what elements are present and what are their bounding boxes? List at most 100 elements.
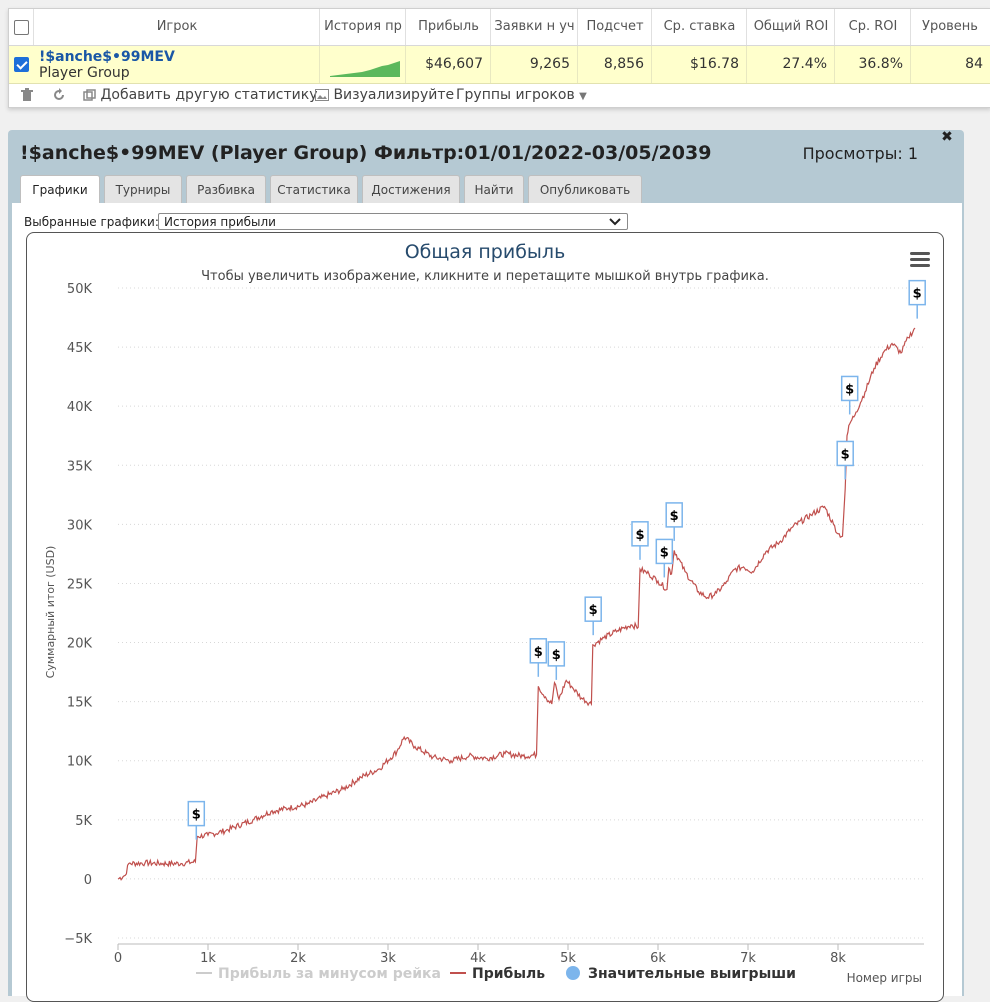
col-header-count[interactable]: Подсчет xyxy=(577,9,652,45)
cell-entries: 9,265 xyxy=(490,46,577,83)
x-tick-label: 2k xyxy=(290,951,306,966)
big-win-marker[interactable]: $ xyxy=(836,440,854,480)
x-tick-label: 7k xyxy=(740,951,756,966)
tab-achievements[interactable]: Достижения xyxy=(362,175,460,204)
x-tick-label: 1k xyxy=(200,951,216,966)
col-header-history[interactable]: История пр xyxy=(319,9,406,45)
y-axis-label: Суммарный итог (USD) xyxy=(44,546,57,679)
refresh-icon[interactable] xyxy=(52,83,66,107)
y-tick-label: 35K xyxy=(67,459,93,474)
history-sparkline xyxy=(319,46,405,83)
big-win-marker[interactable]: $ xyxy=(665,502,683,541)
y-tick-label: 5K xyxy=(75,814,92,829)
player-group-label: Player Group xyxy=(39,65,130,81)
col-header-avg-stake[interactable]: Ср. ставка xyxy=(651,9,747,45)
y-tick-label: 15K xyxy=(67,696,93,711)
profit-chart[interactable]: Общая прибыль Чтобы увеличить изображение… xyxy=(26,232,944,1002)
y-tick-label: 0 xyxy=(84,873,92,888)
marker-label: $ xyxy=(192,808,201,823)
col-header-entries[interactable]: Заявки н уч xyxy=(490,9,578,45)
chart-select-value: История прибыли xyxy=(164,215,276,229)
copy-icon xyxy=(83,88,96,101)
grid-header: Игрок История пр Прибыль Заявки н уч Под… xyxy=(9,9,990,46)
marker-label: $ xyxy=(589,603,598,618)
tab-charts[interactable]: Графики xyxy=(20,175,100,206)
big-win-marker[interactable]: $ xyxy=(655,538,674,578)
y-tick-label: 10K xyxy=(67,755,93,770)
marker-label: $ xyxy=(635,528,644,543)
grid-toolbar: Добавить другую статистику Визуализируйт… xyxy=(9,83,990,107)
panel-title: !$anche$•99MEV (Player Group) Фильтр:01/… xyxy=(20,142,712,164)
marker-label: $ xyxy=(552,648,561,663)
player-groups-dropdown[interactable]: Группы игроков ▼ xyxy=(456,83,587,107)
tab-tournaments[interactable]: Турниры xyxy=(104,175,182,204)
chart-select[interactable]: История прибыли xyxy=(158,213,628,230)
tab-breakdown[interactable]: Разбивка xyxy=(186,175,266,204)
player-panel: !$anche$•99MEV (Player Group) Фильтр:01/… xyxy=(8,130,964,1002)
col-header-player[interactable]: Игрок xyxy=(33,9,320,45)
panel-body: Выбранные графики: История прибыли Общая… xyxy=(12,203,962,1002)
x-tick-label: 4k xyxy=(470,951,486,966)
cell-profit: $46,607 xyxy=(405,46,490,83)
y-tick-label: 25K xyxy=(67,577,93,592)
legend-big-wins-label: Значительные выигрыши xyxy=(588,966,796,982)
chart-container: Общая прибыль Чтобы увеличить изображение… xyxy=(26,232,944,1002)
player-groups-label: Группы игроков xyxy=(456,87,575,103)
cell-avg-stake: $16.78 xyxy=(651,46,746,83)
select-all-checkbox[interactable] xyxy=(14,20,29,35)
cell-total-roi: 27.4% xyxy=(746,46,834,83)
y-tick-label: 30K xyxy=(67,518,93,533)
player-name-link[interactable]: !$anche$•99MEV xyxy=(39,49,175,65)
cell-count: 8,856 xyxy=(577,46,651,83)
menu-icon[interactable] xyxy=(910,252,930,267)
table-row[interactable]: !$anche$•99MEV Player Group $46,607 9,26… xyxy=(9,46,990,84)
tab-publish[interactable]: Опубликовать xyxy=(528,175,642,204)
marker-label: $ xyxy=(845,382,854,397)
cell-avg-roi: 36.8% xyxy=(834,46,910,83)
col-header-total-roi[interactable]: Общий ROI xyxy=(746,9,835,45)
marker-label: $ xyxy=(841,447,850,462)
big-win-marker[interactable]: $ xyxy=(547,641,566,680)
tab-search[interactable]: Найти xyxy=(464,175,524,204)
x-tick-label: 3k xyxy=(380,951,396,966)
big-win-marker[interactable]: $ xyxy=(529,638,548,677)
big-win-marker[interactable]: $ xyxy=(631,521,649,560)
add-stat-label: Добавить другую статистику xyxy=(100,87,318,103)
big-win-marker[interactable]: $ xyxy=(187,800,206,840)
tab-statistics[interactable]: Статистика xyxy=(270,175,358,204)
big-win-marker[interactable]: $ xyxy=(584,596,602,636)
legend-profit-label: Прибыль xyxy=(472,966,545,982)
marker-label: $ xyxy=(913,287,922,302)
x-tick-label: 0 xyxy=(114,951,122,966)
chart-subtitle: Чтобы увеличить изображение, кликните и … xyxy=(201,269,769,284)
x-axis-label: Номер игры xyxy=(847,971,922,985)
row-checkbox[interactable] xyxy=(14,57,29,72)
visualize-label: Визуализируйте xyxy=(333,87,455,103)
close-icon[interactable]: ✖ xyxy=(941,129,953,145)
y-tick-label: 45K xyxy=(67,341,93,356)
y-tick-label: 50K xyxy=(67,282,93,297)
legend-net-rake-label: Прибыль за минусом рейка xyxy=(218,966,441,982)
big-win-marker[interactable]: $ xyxy=(908,279,926,319)
player-grid: Игрок История пр Прибыль Заявки н уч Под… xyxy=(8,8,990,108)
cell-level: 84 xyxy=(910,46,990,83)
legend-big-wins-dot xyxy=(566,966,580,980)
x-tick-label: 8k xyxy=(830,951,846,966)
y-tick-label: 40K xyxy=(67,400,93,415)
chevron-down-icon xyxy=(609,214,621,231)
marker-label: $ xyxy=(660,545,669,560)
trash-icon[interactable] xyxy=(21,83,33,107)
y-tick-label: 20K xyxy=(67,637,93,652)
image-icon xyxy=(315,89,329,101)
x-tick-label: 5k xyxy=(560,951,576,966)
visualize-button[interactable]: Визуализируйте xyxy=(315,83,454,107)
caret-down-icon: ▼ xyxy=(579,91,587,102)
y-tick-label: −5K xyxy=(64,932,92,947)
chart-select-label: Выбранные графики: xyxy=(24,215,159,229)
col-header-profit[interactable]: Прибыль xyxy=(405,9,491,45)
col-header-avg-roi[interactable]: Ср. ROI xyxy=(834,9,911,45)
col-header-level[interactable]: Уровень xyxy=(910,9,989,45)
add-stat-button[interactable]: Добавить другую статистику xyxy=(83,83,317,107)
chart-title: Общая прибыль xyxy=(405,241,566,263)
big-win-marker[interactable]: $ xyxy=(840,375,859,415)
